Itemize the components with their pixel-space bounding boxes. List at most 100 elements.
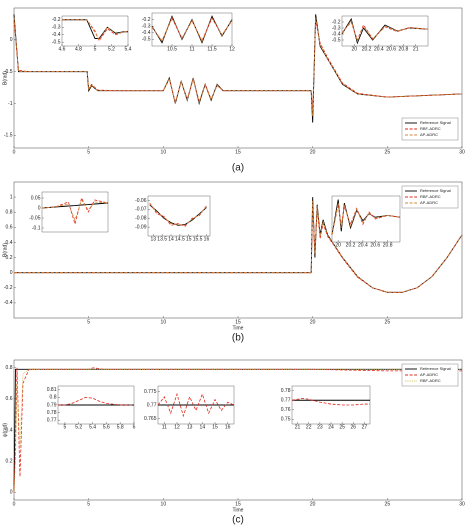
legend-label: AP-ADRC: [420, 132, 438, 137]
x-tick-label: 21: [413, 46, 419, 52]
y-tick-label: 0.4: [6, 427, 13, 433]
x-tick-label: 25: [385, 319, 391, 325]
y-tick-label: 0.76: [281, 407, 291, 413]
x-tick-label: 20.6: [386, 46, 396, 52]
x-tick-label: 26: [351, 424, 357, 430]
inset-frame: [147, 195, 211, 237]
series-line: [62, 19, 128, 41]
x-tick-label: 11: [189, 46, 194, 52]
series-line: [41, 199, 109, 222]
x-tick-label: 20.8: [399, 46, 409, 52]
y-tick-label: 0.6: [6, 225, 13, 231]
series-line: [151, 16, 233, 43]
x-tick-label: 25: [385, 501, 391, 507]
legend-label: RBF-ADRC: [420, 194, 441, 199]
x-tick-label: 4.8: [75, 46, 82, 52]
y-tick-label: -0.5: [332, 37, 341, 43]
x-tick-label: 27: [362, 424, 368, 430]
y-tick-label: 0.8: [6, 210, 13, 216]
series-line: [62, 19, 128, 42]
x-tick-label: 25: [339, 424, 345, 430]
x-tick-label: 20.4: [374, 46, 384, 52]
y-tick-label: -1.5: [4, 133, 13, 139]
x-tick-label: 10: [161, 149, 167, 155]
y-tick-label: -0.4: [52, 32, 61, 38]
inset-frame: [41, 191, 109, 233]
caption: (b): [232, 333, 244, 344]
x-tick-label: 30: [459, 501, 465, 507]
y-tick-label: 0.4: [6, 240, 13, 246]
x-tick-label: 15.5: [193, 236, 203, 242]
legend-label: RBF-ADRC: [420, 378, 441, 383]
series-line: [341, 19, 429, 43]
y-tick-label: -0.07: [135, 207, 147, 213]
inset-frame: [341, 15, 429, 47]
caption: (a): [232, 163, 244, 174]
y-tick-label: 1: [10, 194, 13, 200]
y-tick-label: -1: [8, 101, 13, 107]
y-tick-label: 0.77: [281, 398, 291, 404]
x-tick-label: 10.5: [167, 46, 177, 52]
series-line: [14, 200, 463, 293]
legend-label: AP-ADRC: [420, 372, 438, 377]
y-tick-label: -0.08: [135, 216, 147, 222]
x-tick-label: 21: [295, 424, 301, 430]
x-tick-label: 14.5: [175, 236, 185, 242]
y-tick-label: -0.1: [32, 225, 41, 231]
y-tick-label: 0.6: [6, 396, 13, 402]
y-tick-label: -0.5: [4, 69, 13, 75]
series-line: [331, 203, 401, 235]
y-tick-label: 0: [10, 37, 13, 43]
legend-label: Reference Signal: [420, 188, 451, 193]
series-line: [58, 396, 134, 406]
y-tick-label: -0.4: [332, 31, 341, 37]
x-tick-label: 5: [64, 424, 67, 430]
legend-box: [401, 185, 459, 209]
x-tick-label: 24: [328, 424, 334, 430]
y-tick-label: -0.2: [142, 17, 151, 23]
x-tick-label: 16: [225, 424, 231, 430]
y-tick-label: 0: [10, 270, 13, 276]
x-tick-label: 4.6: [59, 46, 66, 52]
y-tick-label: -0.05: [29, 215, 41, 221]
legend-box: [401, 363, 459, 387]
x-tick-label: 10: [161, 501, 167, 507]
series-line: [13, 17, 463, 117]
y-axis-label: B(rad): [2, 243, 8, 257]
x-tick-label: 5: [87, 501, 90, 507]
y-tick-label: -0.4: [4, 300, 13, 306]
x-tick-label: 5: [87, 319, 90, 325]
x-tick-label: 13: [187, 424, 193, 430]
y-tick-label: -0.3: [52, 25, 61, 31]
y-tick-label: 0.79: [47, 402, 57, 408]
legend-box: [401, 117, 459, 141]
x-tick-label: 20.6: [370, 242, 380, 248]
x-tick-label: 20: [310, 149, 316, 155]
series-line: [291, 397, 370, 406]
x-tick-label: 14: [168, 236, 174, 242]
x-tick-label: 23: [317, 424, 323, 430]
x-tick-label: 30: [459, 149, 465, 155]
x-tick-label: 20.8: [383, 242, 393, 248]
x-tick-label: 13: [151, 236, 157, 242]
x-tick-label: 20: [352, 46, 358, 52]
x-tick-label: 0: [13, 149, 16, 155]
y-tick-label: -0.09: [135, 224, 147, 230]
x-tick-label: 5.6: [103, 424, 110, 430]
y-tick-label: 0.78: [281, 388, 291, 394]
series-line: [62, 19, 128, 39]
y-axis-label: ψ(rad): [2, 423, 8, 437]
x-tick-label: 11.5: [207, 46, 217, 52]
x-tick-label: 10: [161, 319, 167, 325]
y-tick-label: -0.2: [4, 285, 13, 291]
x-tick-label: 20: [335, 242, 341, 248]
x-tick-label: 5.2: [75, 424, 82, 430]
series-line: [13, 368, 462, 493]
x-tick-label: 20: [310, 319, 316, 325]
y-tick-label: 0.775: [144, 389, 157, 395]
series-line: [13, 367, 462, 493]
y-tick-label: 0: [10, 490, 13, 496]
x-tick-label: 6: [133, 424, 136, 430]
x-tick-label: 5.8: [117, 424, 124, 430]
